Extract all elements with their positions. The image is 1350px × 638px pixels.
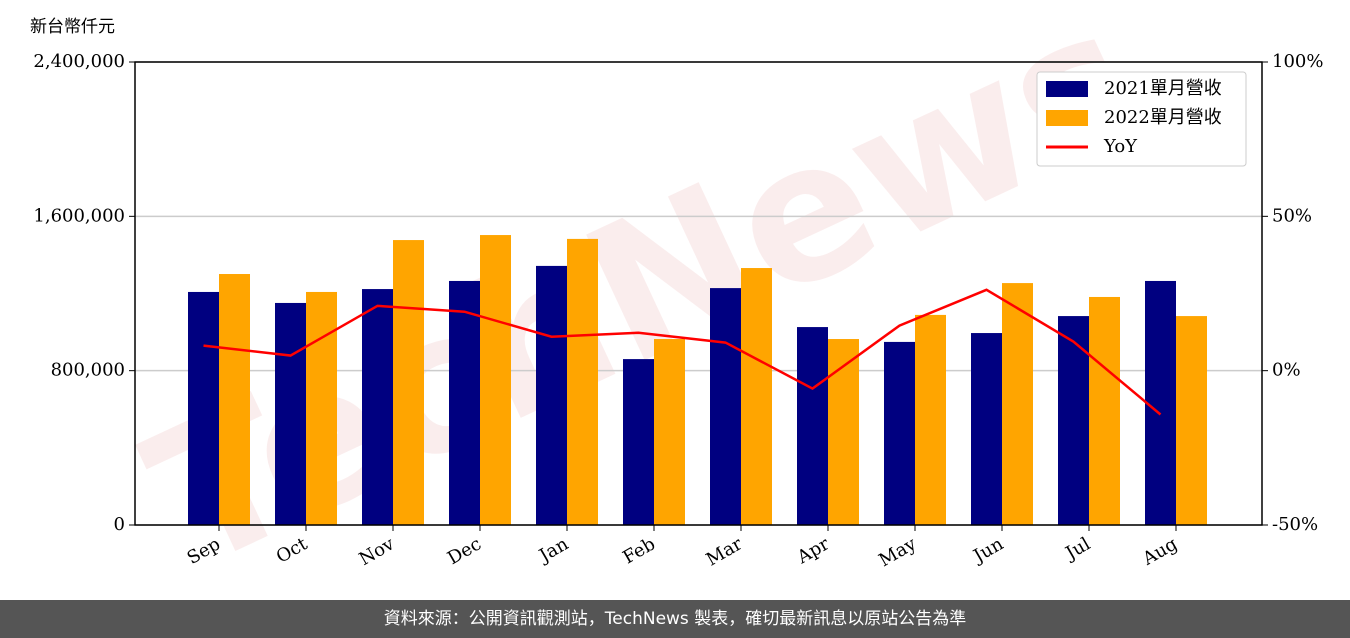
- x-tick-label: May: [875, 533, 920, 571]
- y2-tick-label: 100%: [1272, 51, 1323, 72]
- x-tick-label: Jan: [534, 533, 572, 567]
- bar: [828, 339, 859, 525]
- bar: [536, 265, 567, 525]
- legend-label: 2022單月營收: [1104, 107, 1222, 128]
- bar: [1089, 296, 1120, 525]
- y2-tick-label: 50%: [1272, 205, 1312, 226]
- line-series: [203, 288, 1162, 416]
- bar: [971, 333, 1002, 525]
- bar: [1145, 280, 1176, 525]
- y2-tick-label: 0%: [1272, 360, 1301, 381]
- legend-box: [1036, 71, 1247, 167]
- legend-swatch: [1046, 110, 1088, 126]
- y-tick-label: 800,000: [51, 360, 125, 381]
- y-tick-label: 1,600,000: [33, 205, 125, 226]
- chart: 新台幣仟元 TechNews 0800,0001,600,0002,400,00…: [30, 0, 1323, 612]
- y-tick-label: 0: [114, 514, 125, 535]
- legend-swatch: [1046, 81, 1088, 97]
- legend-label: YoY: [1103, 136, 1138, 157]
- bar: [306, 291, 337, 525]
- bar: [362, 289, 393, 525]
- bar: [654, 339, 685, 525]
- bar: [449, 280, 480, 525]
- x-tick-label: Mar: [703, 533, 747, 570]
- bar: [1176, 316, 1207, 525]
- x-tick-label: Jul: [1060, 533, 1094, 565]
- bar: [219, 274, 250, 525]
- bar: [480, 235, 511, 525]
- bar: [884, 341, 915, 525]
- bar: [393, 240, 424, 526]
- bar: [741, 268, 772, 525]
- legend-label: 2021單月營收: [1104, 78, 1222, 99]
- y2-tick-label: -50%: [1272, 514, 1318, 535]
- y-tick-label: 2,400,000: [33, 51, 125, 72]
- bar: [710, 288, 741, 525]
- footer: 資料來源：公開資訊觀測站，TechNews 製表，確切最新訊息以原站公告為準: [0, 600, 1350, 638]
- bar: [1058, 316, 1089, 525]
- x-tick-label: Apr: [793, 533, 833, 568]
- y-axis-label: 新台幣仟元: [30, 17, 115, 37]
- x-tick-label: Aug: [1138, 533, 1181, 570]
- x-tick-label: Feb: [619, 533, 659, 568]
- x-tick-label: Dec: [444, 533, 485, 569]
- bar: [275, 302, 306, 525]
- bar: [567, 238, 598, 525]
- bar: [797, 327, 828, 525]
- bar: [188, 291, 219, 525]
- legend: 2021單月營收 2022單月營收 YoY: [1036, 71, 1247, 167]
- bar: [915, 314, 946, 525]
- x-tick-label: Jun: [968, 533, 1007, 568]
- plot-frame: [134, 61, 1263, 526]
- bar: [1002, 283, 1033, 525]
- bar: [623, 359, 654, 525]
